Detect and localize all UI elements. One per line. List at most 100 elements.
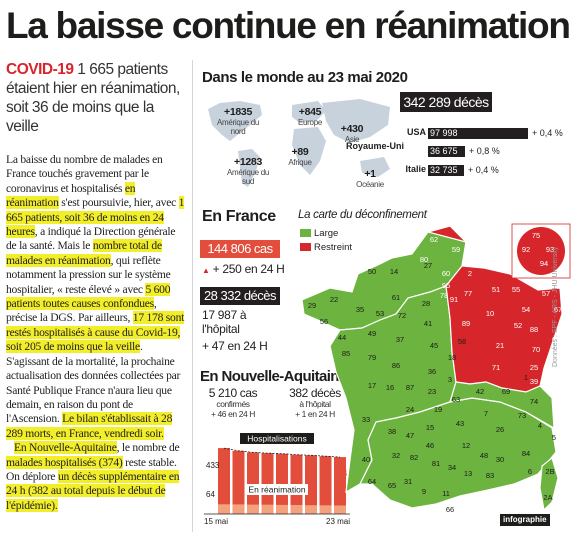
na-cases: 5 210 cas confirmés + 46 en 24 H: [202, 386, 264, 419]
chart-title-bg: [240, 433, 314, 444]
article-text: . S'agissant de la mortalité, la prochai…: [6, 340, 181, 426]
world-total-deaths: 342 289 décès: [400, 92, 492, 112]
map-dept-label-red: 60: [442, 269, 450, 278]
france-cases: 144 806 cas: [200, 240, 280, 258]
lede-text: 1 665 patients étaient hier en réanimati…: [6, 61, 180, 135]
region-asia-label: Asie: [344, 134, 360, 144]
map-dept-label-green: 36: [428, 367, 436, 376]
region-south-america: +1283 Amérique du sud: [226, 157, 270, 187]
region-europe: +845 Europe: [292, 107, 328, 127]
chart-x-end: 23 mai: [326, 517, 350, 526]
map-dept-label-green: 42: [476, 387, 484, 396]
triangle-up-icon: ▲: [202, 266, 210, 275]
hosp-bar: [276, 453, 288, 514]
map-dept-label-green: 16: [386, 383, 394, 392]
map-alps-green: [449, 381, 555, 430]
map-dept-label-red: 8: [484, 255, 488, 264]
map-dept-label-green: 12: [462, 441, 470, 450]
map-dept-label-green: 69: [502, 387, 510, 396]
map-corsica-green: [539, 456, 559, 512]
article-highlight: malades hospitalisés (374): [6, 455, 123, 469]
map-dept-label-red: 52: [514, 321, 522, 330]
na-title: En Nouvelle-Aquitaine: [200, 368, 347, 385]
oceania-shape: [360, 157, 390, 177]
infographie-logo: infographie: [500, 514, 550, 526]
map-dept-label-green: 2A: [543, 493, 552, 502]
article-text: s'est poursuivie, hier, avec: [58, 196, 179, 210]
map-dept-label-red: 91: [450, 295, 458, 304]
region-north-america-label: Amérique du nord: [216, 117, 260, 137]
country-name: USA: [406, 127, 426, 137]
france-cases-delta-line: ▲ + 250 en 24 H: [202, 262, 285, 276]
map-dept-label-green: 5: [552, 433, 556, 442]
region-africa-value: +89: [291, 146, 309, 158]
article-text: , qui reflète notamment la pression sur …: [6, 253, 171, 296]
map-dept-label-green: 38: [388, 427, 396, 436]
article-highlight: un décès supplémentaire en 24 h (382 au …: [6, 469, 180, 512]
na-cases-delta: + 46 en 24 H: [210, 409, 256, 419]
map-dept-label-red: 75: [532, 231, 540, 240]
rea-bar: [319, 505, 332, 514]
map-dept-label-green: 34: [448, 463, 456, 472]
map-dept-label-green: 83: [486, 471, 494, 480]
map-dept-label-green: 40: [362, 455, 370, 464]
map-dept-label-green: 47: [406, 431, 414, 440]
map-dept-label-red: 80: [420, 255, 428, 264]
map-south-green: [359, 397, 557, 509]
legend-large: Large: [300, 228, 338, 239]
country-bar: 32 735: [428, 165, 464, 176]
france-hosp-delta: + 47 en 24 H: [202, 339, 268, 353]
map-dept-label-green: 9: [422, 487, 426, 496]
map-dept-label-red: 89: [462, 319, 470, 328]
map-dept-label-red: 2: [468, 269, 472, 278]
map-dept-label-green: 43: [456, 419, 464, 428]
rea-bar: [276, 504, 288, 514]
na-cases-value: 5 210 cas: [208, 386, 258, 400]
map-dept-label-green: 72: [398, 311, 406, 320]
map-dept-label-green: 41: [424, 319, 432, 328]
map-dept-label-red: 39: [530, 377, 538, 386]
map-dept-label-red: 90: [548, 359, 556, 368]
map-dept-label-green: 6: [528, 467, 532, 476]
map-dept-label-red: 59: [452, 245, 460, 254]
headline: La baisse continue en réanimation: [6, 5, 571, 46]
map-dept-label-green: 30: [496, 455, 504, 464]
na-deaths: 382 décès à l'hôpital + 1 en 24 H: [282, 387, 348, 419]
map-dept-label-red: 93: [546, 245, 554, 254]
map-dept-label-red: 21: [496, 341, 504, 350]
france-cases-delta: + 250 en 24 H: [212, 262, 285, 276]
map-dept-label-green: 37: [396, 335, 404, 344]
region-asia: +430 Asie: [334, 124, 370, 144]
map-dept-label-green: 49: [368, 329, 376, 338]
map-dept-label-green: 2B: [545, 467, 554, 476]
map-dept-label-green: 66: [446, 505, 454, 514]
map-dept-label-green: 73: [518, 411, 526, 420]
map-dept-label-green: 50: [368, 267, 376, 276]
hosp-bar: [247, 452, 259, 514]
hosp-bar: [261, 453, 274, 514]
rea-bar: [232, 504, 245, 514]
map-dept-label-green: 63: [452, 395, 460, 404]
legend-large-label: Large: [314, 228, 339, 239]
map-dept-label-green: 22: [330, 295, 338, 304]
article-highlight: 17 178 sont restés hospitalisés à cause …: [6, 311, 185, 354]
map-dept-label-green: 18: [448, 353, 456, 362]
map-dept-label-green: 19: [434, 405, 442, 414]
hosp-bar: [305, 455, 317, 514]
map-dept-label-green: 64: [368, 477, 376, 486]
map-dept-label-green: 7: [484, 409, 488, 418]
map-dept-label-red: 68: [552, 335, 560, 344]
rea-bar: [290, 505, 303, 514]
region-oceania: +1 Océanie: [352, 169, 388, 189]
map-dept-label-red: 71: [492, 363, 500, 372]
legend-swatch-green: [300, 229, 311, 238]
map-dept-label-green: 81: [432, 459, 440, 468]
rea-bar: [247, 504, 259, 514]
article-highlight: En Nouvelle-Aquitaine: [14, 441, 117, 455]
rea-bar: [334, 505, 346, 514]
map-dept-label-green: 24: [406, 405, 414, 414]
map-dept-label-green: 14: [390, 267, 398, 276]
chart-x-start: 15 mai: [204, 517, 228, 526]
map-dept-label-green: 45: [430, 341, 438, 350]
europe-shape: [292, 101, 326, 123]
